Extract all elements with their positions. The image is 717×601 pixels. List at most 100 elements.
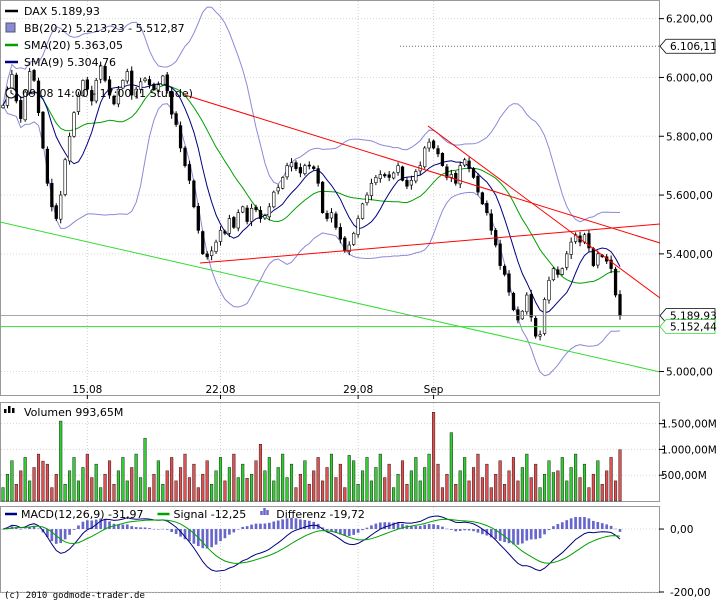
candle-body: [374, 177, 378, 184]
candle-body: [174, 113, 178, 125]
volume-bar: [436, 463, 440, 502]
macd-histogram-bar: [285, 518, 289, 530]
macd-histogram-bar: [281, 519, 284, 530]
volume-bar: [72, 457, 76, 502]
volume-bar: [547, 460, 551, 502]
candle-body: [99, 65, 103, 80]
candle-body: [613, 268, 618, 296]
candle: [103, 64, 107, 83]
macd-histogram-bar: [489, 529, 493, 538]
volume-bar: [10, 460, 14, 502]
candle: [467, 157, 471, 173]
trend-line-green: [0, 221, 661, 373]
candle-body: [236, 212, 240, 229]
candle: [502, 264, 507, 277]
macd-legend-entry: Differenz -19,72: [276, 508, 365, 521]
volume-bar: [400, 460, 405, 502]
candle-body: [312, 166, 316, 169]
candle-body: [325, 212, 329, 219]
macd-histogram-bar: [374, 523, 378, 530]
candle: [551, 267, 556, 282]
candle-body: [534, 317, 538, 337]
volume-bar: [298, 473, 302, 502]
candle: [254, 204, 258, 213]
candle: [263, 213, 267, 220]
legend-entry: BB(20,2) 5.213,23 - 5.512,87: [24, 22, 185, 35]
candle-body: [272, 191, 276, 208]
band-icon: [5, 22, 16, 33]
volume-bar: [423, 467, 427, 502]
macd-histogram-bar: [294, 518, 298, 530]
candle: [170, 86, 174, 119]
volume-bar: [63, 484, 67, 502]
candle-body: [227, 218, 232, 234]
candle: [32, 68, 36, 82]
volume-bar: [23, 457, 27, 502]
candle: [63, 157, 67, 197]
candle: [147, 75, 152, 89]
candle-body: [551, 268, 556, 281]
candle-body: [316, 168, 320, 184]
macd-legend-entry: MACD(12,26,9) -31,97: [21, 508, 144, 521]
volume-bar: [236, 477, 240, 502]
macd-histogram-bar: [232, 529, 236, 533]
candle-body: [400, 166, 405, 181]
candle-body: [245, 207, 249, 222]
price-marker-label: 6.106,11: [670, 41, 717, 53]
candle: [196, 202, 200, 234]
macd-histogram-bar: [303, 520, 307, 530]
y-tick-label: 1.500,00M: [661, 419, 717, 431]
candle: [59, 190, 63, 224]
candle-body: [19, 100, 23, 119]
macd-histogram-bar: [534, 529, 537, 540]
candle-body: [520, 310, 524, 320]
volume-bar: [307, 484, 311, 502]
y-tick-label: 5.800,00: [666, 131, 713, 143]
candle-body: [414, 171, 418, 182]
candle-body: [1, 105, 5, 109]
candle-body: [143, 78, 147, 81]
y-tick-label: 5.600,00: [666, 190, 713, 202]
candle-body: [511, 292, 516, 311]
macd-histogram-bar: [188, 529, 191, 542]
legend-entry: SMA(20) 5.363,05: [24, 39, 123, 52]
candle: [391, 171, 396, 180]
candle: [596, 250, 600, 269]
legend-entry: DAX 5.189,93: [24, 5, 100, 18]
hist-icon: [266, 510, 269, 515]
bollinger-upper-line: [2, 6, 621, 223]
legends: DAX 5.189,93 BB(20,2) 5.213,23 - 5.512,87…: [4, 5, 365, 521]
candle: [374, 175, 378, 186]
macd-histogram-bar: [72, 529, 76, 530]
macd-histogram-bar: [583, 517, 586, 530]
macd-histogram-bar: [112, 523, 116, 530]
macd-histogram-bar: [361, 529, 364, 531]
volume-bar: [112, 484, 116, 502]
volume-bar: [494, 473, 498, 502]
volume-bar: [258, 444, 262, 502]
candle: [107, 76, 112, 99]
macd-histogram-bar: [99, 518, 102, 530]
macd-histogram-bar: [267, 522, 271, 530]
macd-histogram-bar: [592, 520, 595, 530]
candle: [396, 162, 400, 176]
volume-bar: [600, 484, 604, 502]
candle: [165, 71, 169, 94]
macd-histogram-bar: [392, 522, 395, 530]
candle: [14, 72, 18, 104]
macd-histogram-bar: [68, 529, 71, 535]
volume-bar: [90, 477, 94, 502]
candle-body: [502, 265, 507, 275]
candle: [45, 146, 50, 187]
candle-body: [183, 147, 187, 166]
price-marker-lines: [1, 45, 659, 328]
candle: [192, 179, 196, 209]
macd-histogram-bar: [81, 521, 85, 530]
volume-bar: [281, 453, 285, 502]
candle-body: [289, 162, 294, 168]
candle: [463, 157, 467, 168]
volume-bar: [218, 457, 223, 502]
candle: [405, 177, 409, 190]
candle: [23, 90, 27, 122]
volume-bar: [520, 467, 524, 502]
